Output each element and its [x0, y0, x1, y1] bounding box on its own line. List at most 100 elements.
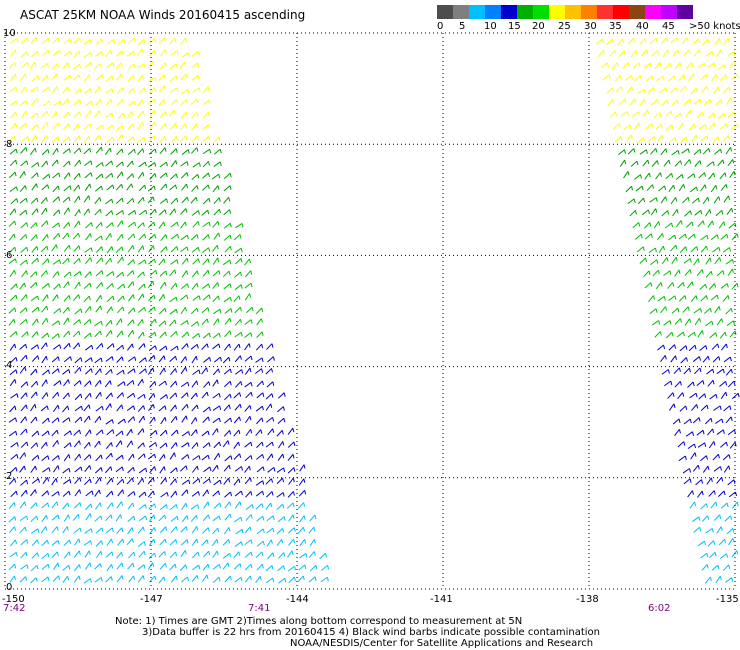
- wind-barb: [9, 294, 17, 302]
- wind-barb-flag: [207, 234, 210, 239]
- wind-barb: [202, 124, 209, 131]
- wind-barb: [651, 50, 658, 57]
- wind-barb-flag: [713, 441, 716, 446]
- wind-barb: [687, 331, 695, 338]
- wind-barb: [20, 222, 27, 229]
- wind-barb-flag: [88, 404, 91, 409]
- wind-barb-flag: [730, 369, 733, 374]
- wind-barb: [95, 527, 103, 534]
- wind-barb: [126, 197, 134, 205]
- wind-barb-flag: [56, 294, 59, 299]
- wind-barb-flag: [683, 74, 686, 79]
- wind-barb: [105, 419, 113, 425]
- wind-barb-flag: [67, 232, 70, 238]
- wind-barb: [180, 246, 188, 253]
- wind-barb: [684, 269, 691, 276]
- wind-barb: [731, 550, 738, 558]
- wind-barb-flag: [602, 38, 605, 44]
- wind-barb: [106, 477, 113, 485]
- wind-barb-flag: [15, 186, 18, 191]
- wind-barb-flag: [250, 429, 253, 434]
- wind-barb-flag: [195, 429, 198, 434]
- wind-barb-flag: [196, 526, 199, 531]
- wind-barb: [201, 283, 209, 289]
- wind-barb: [169, 551, 176, 559]
- wind-barb-flag: [633, 37, 636, 43]
- wind-barb-flag: [152, 280, 155, 286]
- wind-barb: [690, 295, 697, 303]
- wind-barb-flag: [15, 86, 18, 92]
- wind-barb-flag: [176, 259, 179, 264]
- wind-barb: [202, 148, 210, 155]
- wind-barb-flag: [36, 381, 39, 386]
- wind-barb: [717, 64, 725, 70]
- wind-barb: [63, 38, 71, 45]
- wind-barb: [706, 368, 714, 375]
- wind-barb: [254, 368, 262, 374]
- wind-barb-flag: [239, 234, 242, 239]
- wind-barb-flag: [697, 258, 700, 263]
- wind-barb-flag: [217, 318, 220, 323]
- wind-barb: [170, 345, 178, 352]
- wind-barb-flag: [249, 477, 252, 482]
- wind-barb-flag: [669, 270, 672, 275]
- wind-barb-flag: [239, 319, 242, 324]
- wind-barb: [105, 88, 113, 94]
- wind-barb: [159, 538, 166, 546]
- wind-barb: [190, 98, 197, 106]
- wind-barb: [731, 282, 738, 290]
- wind-barb: [116, 233, 123, 242]
- wind-barb-flag: [27, 62, 30, 67]
- wind-barb: [30, 124, 38, 131]
- wind-barb-flag: [216, 550, 219, 556]
- wind-barb-flag: [689, 478, 692, 483]
- wind-barb: [265, 393, 273, 400]
- wind-barb: [95, 467, 102, 474]
- wind-barb-flag: [688, 49, 691, 55]
- wind-barb-flag: [101, 38, 104, 43]
- wind-barb-flag: [99, 502, 102, 507]
- wind-barb: [74, 550, 80, 558]
- wind-barb: [277, 516, 285, 523]
- wind-barb: [9, 356, 17, 364]
- wind-barb: [202, 197, 210, 205]
- wind-barb: [694, 318, 700, 326]
- wind-speed-legend: [437, 5, 693, 19]
- wind-barb-flag: [283, 552, 286, 557]
- wind-barb-flag: [99, 477, 102, 482]
- wind-barb-flag: [35, 368, 38, 374]
- wind-barb: [42, 234, 48, 242]
- wind-barb: [655, 172, 661, 180]
- wind-barb-flag: [176, 429, 179, 435]
- wind-barb-flag: [196, 98, 199, 104]
- wind-barb: [170, 429, 178, 436]
- wind-barb-flag: [67, 514, 70, 519]
- wind-barb-flag: [712, 161, 715, 166]
- wind-barb: [630, 50, 637, 58]
- wind-barb: [148, 245, 154, 253]
- wind-barb-flag: [154, 503, 156, 508]
- wind-barb: [255, 480, 263, 486]
- wind-barb-flag: [633, 148, 636, 153]
- wind-barb: [94, 134, 100, 142]
- wind-barb: [181, 88, 189, 95]
- wind-barb-flag: [89, 333, 92, 338]
- wind-barb-flag: [25, 552, 28, 557]
- wind-barb-flag: [100, 305, 103, 310]
- wind-barb-flag: [56, 148, 59, 153]
- wind-barb-flag: [143, 343, 146, 348]
- wind-barb-flag: [184, 550, 187, 555]
- wind-barb: [158, 405, 166, 412]
- wind-barb: [719, 172, 726, 180]
- wind-barb-flag: [673, 75, 676, 80]
- wind-barb-flag: [654, 136, 657, 141]
- wind-barb: [116, 356, 123, 363]
- wind-barb-flag: [650, 282, 653, 287]
- wind-barb: [685, 431, 693, 437]
- wind-barb-flag: [228, 527, 231, 532]
- wind-barb-flag: [675, 257, 678, 262]
- wind-barb: [117, 295, 124, 303]
- wind-barb-flag: [207, 184, 210, 190]
- wind-barb-flag: [206, 367, 208, 372]
- wind-barb-flag: [142, 111, 145, 116]
